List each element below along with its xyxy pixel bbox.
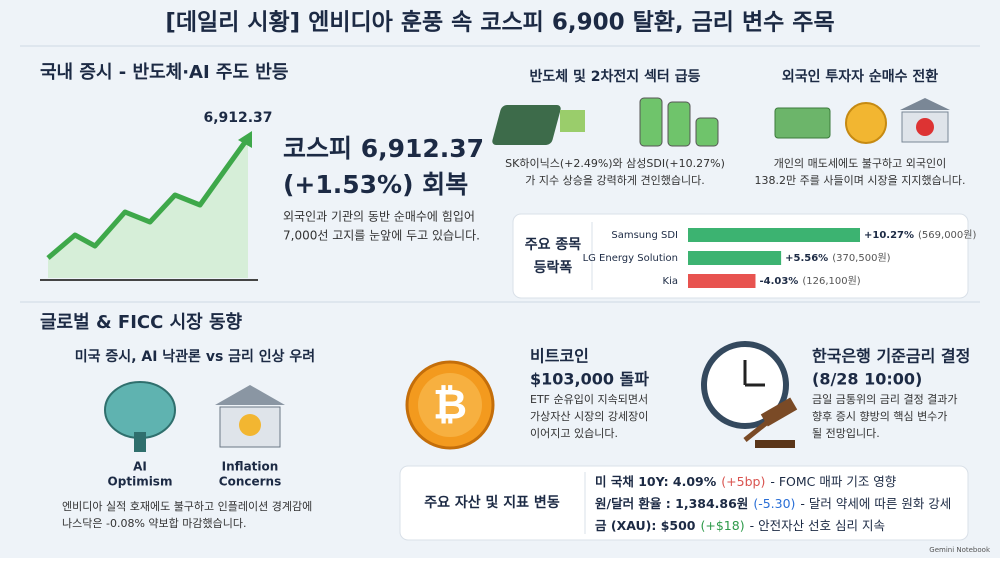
indicator-note: - 달러 약세에 따른 원화 강세 (800, 496, 951, 511)
change-label: -4.03% (759, 276, 798, 287)
icon-label: Concerns (219, 475, 281, 489)
indicator-row: 미 국채 10Y: 4.09% (+5bp) - FOMC 매파 기조 영향 (595, 474, 897, 489)
headline: 코스피 6,912.37 (283, 134, 484, 163)
section-heading: 외국인 투자자 순매수 전환 (782, 68, 938, 85)
body-text: 외국인과 기관의 동반 순매수에 힘입어 (283, 210, 475, 224)
price-label: (126,100원) (802, 275, 860, 287)
kospi-chart-art (40, 131, 258, 281)
section-heading: 글로벌 & FICC 시장 동향 (40, 312, 243, 333)
indicator-row: 원/달러 환율 : 1,384.86원 (-5.30) - 달러 약세에 따른 원화… (595, 496, 951, 511)
price-label: (370,500원) (832, 252, 890, 264)
sub-heading: (8/28 10:00) (812, 370, 922, 389)
body-text: 엔비디아 실적 호재에도 불구하고 인플레이션 경계감에 (62, 499, 312, 513)
indicator-row: 금 (XAU): $500 (+$18) - 안전자산 선호 심리 지속 (595, 518, 885, 533)
body-text: 이어지고 있습니다. (530, 427, 618, 440)
indicator-note: - FOMC 매파 기조 영향 (770, 474, 896, 489)
bar (688, 228, 860, 242)
title: [데일리 시황] 엔비디아 훈풍 속 코스피 6,900 탈환, 금리 변수 주… (165, 10, 834, 36)
indicator-change: (+5bp) (721, 474, 765, 489)
bar-label: +10.27% (569,000원) (864, 229, 976, 241)
headline: (+1.53%) 회복 (283, 170, 468, 199)
indicator-change: (+$18) (701, 518, 745, 533)
body-text: ETF 순유입이 지속되면서 (530, 393, 648, 406)
indicators-title: 주요 자산 및 지표 변동 (424, 494, 560, 511)
indicator-note: - 안전자산 선호 심리 지속 (750, 518, 885, 533)
body-text: 개인의 매도세에도 불구하고 외국인이 (774, 156, 946, 170)
watermark: Gemini Notebook (929, 546, 991, 554)
stock-name: Kia (663, 276, 678, 287)
change-label: +5.56% (785, 253, 828, 264)
body-text: 금일 금통위의 금리 결정 결과가 (812, 392, 958, 406)
body-text: 가 지수 상승을 강력하게 견인했습니다. (525, 173, 704, 187)
stock-name: LG Energy Solution (583, 253, 678, 264)
indicator-change: (-5.30) (753, 496, 795, 511)
bar (688, 251, 782, 265)
sub-heading: 미국 증시, AI 낙관론 vs 금리 인상 우려 (75, 348, 315, 365)
movers-bars: Samsung SDI +10.27% (569,000원) LG Energy So… (583, 228, 976, 288)
chip-battery-icons (492, 97, 719, 147)
stock-name: Samsung SDI (611, 230, 678, 241)
price-label: (569,000원) (918, 229, 976, 241)
money-icons (774, 98, 950, 144)
body-text: 될 전망입니다. (812, 426, 880, 440)
body-text: 가상자산 시장의 강세장이 (530, 410, 648, 423)
body-text: 7,000선 고지를 눈앞에 두고 있습니다. (283, 229, 480, 243)
indicator-label: 원/달러 환율 : 1,384.86원 (595, 496, 748, 511)
sub-heading: 비트코인 (530, 347, 589, 366)
icon-label: AI (133, 460, 147, 474)
section-heading: 국내 증시 - 반도체·AI 주도 반등 (40, 62, 288, 83)
icon-label: Optimism (108, 475, 173, 489)
chart-label: 6,912.37 (203, 110, 272, 126)
body-text: SK하이닉스(+2.49%)와 삼성SDI(+10.27%) (505, 156, 725, 170)
clock-gavel-icon (701, 341, 798, 448)
indicator-rows: 미 국채 10Y: 4.09% (+5bp) - FOMC 매파 기조 영향원/달러… (595, 474, 951, 533)
icon-label: Inflation (222, 460, 279, 474)
svg-text:₿: ₿ (433, 380, 467, 429)
bar-label: +5.56% (370,500원) (785, 252, 891, 264)
sub-heading: $103,000 돌파 (530, 370, 649, 389)
indicators-card (399, 465, 969, 541)
body-text: 향후 증시 향방의 핵심 변수가 (812, 410, 947, 423)
body-text: 138.2만 주를 사들이며 시장을 지지했습니다. (755, 174, 966, 187)
bar-label: -4.03% (126,100원) (759, 275, 860, 287)
brain-bank-icons (104, 381, 285, 452)
change-label: +10.27% (864, 230, 914, 241)
movers-title: 주요 종목 (525, 237, 582, 253)
sub-heading: 한국은행 기준금리 결정 (812, 347, 970, 366)
section-heading: 반도체 및 2차전지 섹터 급등 (530, 68, 701, 85)
bitcoin-icon: ₿ (405, 360, 495, 450)
indicator-label: 미 국채 10Y: 4.09% (595, 474, 717, 489)
body-text: 나스닥은 -0.08% 약보합 마감했습니다. (62, 516, 246, 530)
movers-title: 등락폭 (534, 260, 573, 276)
indicator-label: 금 (XAU): $500 (595, 518, 696, 533)
bar (688, 274, 756, 288)
